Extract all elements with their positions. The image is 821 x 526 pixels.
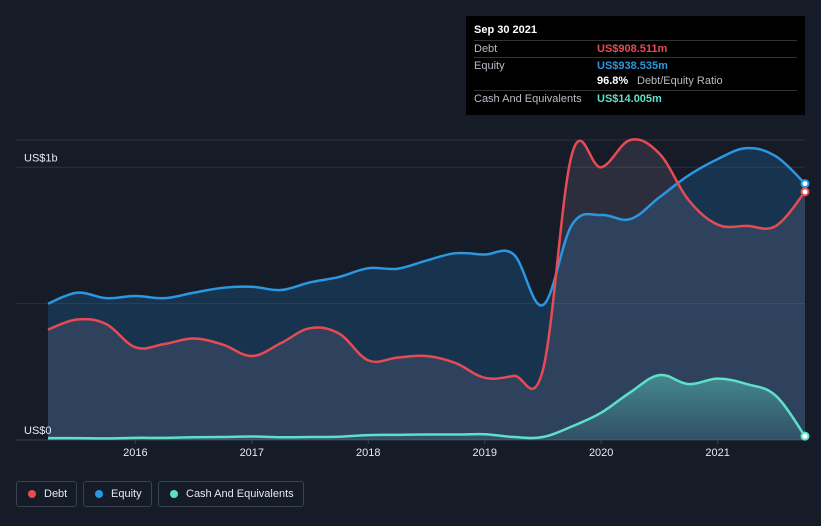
tooltip-cash-label: Cash And Equivalents <box>474 93 582 105</box>
tooltip-date: Sep 30 2021 <box>474 24 537 36</box>
cash-line <box>47 373 807 440</box>
series-endpoints <box>800 179 810 441</box>
equity-area <box>48 148 805 440</box>
legend-cash-label: Cash And Equivalents <box>186 488 294 500</box>
legend-cash-dot <box>170 490 178 498</box>
x-axis-ticks: 2016 2017 2018 2019 2020 2021 <box>123 440 730 459</box>
equity-endpoint <box>800 179 810 189</box>
tooltip-cash-value: US$14.005m <box>597 93 662 105</box>
hover-tooltip: Sep 30 2021 Debt US$908.511m Equity US$9… <box>466 16 805 115</box>
debt-area <box>48 139 805 440</box>
tooltip-equity-label: Equity <box>474 60 505 72</box>
tooltip-equity-row: Equity US$938.535m <box>474 57 797 74</box>
legend-debt-dot <box>28 490 36 498</box>
tooltip-cash-row: Cash And Equivalents US$14.005m <box>474 90 797 107</box>
cash-endpoint <box>800 431 810 441</box>
series-areas <box>48 139 805 440</box>
tooltip-debt-value: US$908.511m <box>597 43 668 55</box>
debt-line <box>47 138 806 390</box>
debt-endpoint <box>800 187 810 197</box>
tooltip-ratio-row: 96.8% Debt/Equity Ratio <box>474 73 797 89</box>
x-tick-label-2020: 2020 <box>589 447 613 459</box>
legend-debt-label: Debt <box>44 488 68 500</box>
tooltip-debt-label: Debt <box>474 43 498 55</box>
legend-debt[interactable]: Debt <box>16 481 77 507</box>
series-lines <box>47 138 807 440</box>
legend-equity-label: Equity <box>111 488 142 500</box>
tooltip-equity-value: US$938.535m <box>597 60 668 72</box>
tooltip-ratio-value: 96.8% <box>597 75 629 87</box>
x-tick-label-2019: 2019 <box>472 447 496 459</box>
y-tick-label-0: US$1b <box>24 152 58 164</box>
y-tick-label-1: US$0 <box>24 425 52 437</box>
x-tick-label-2021: 2021 <box>705 447 729 459</box>
cash-area <box>48 374 805 440</box>
x-tick-label-2017: 2017 <box>240 447 264 459</box>
legend-equity[interactable]: Equity <box>83 481 152 507</box>
tooltip-debt-row: Debt US$908.511m <box>474 40 797 57</box>
legend-cash[interactable]: Cash And Equivalents <box>158 481 304 507</box>
legend-equity-dot <box>95 490 103 498</box>
tooltip-ratio-label: Debt/Equity Ratio <box>637 75 723 87</box>
x-tick-label-2016: 2016 <box>123 447 147 459</box>
x-tick-label-2018: 2018 <box>356 447 380 459</box>
y-axis-ticks: US$1b US$0 <box>24 152 58 437</box>
